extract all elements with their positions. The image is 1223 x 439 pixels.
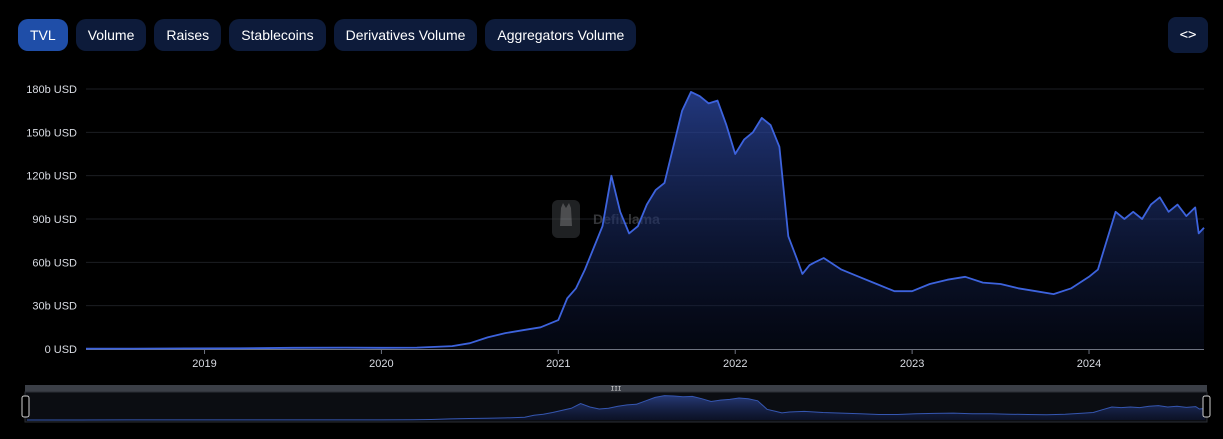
x-tick-label: 2021: [546, 358, 570, 370]
tvl-series-line: [86, 91, 1205, 350]
y-tick-label: 150b USD: [26, 127, 77, 139]
brush-handle-bar[interactable]: [25, 385, 1207, 392]
tab-volume[interactable]: Volume: [75, 19, 147, 51]
chart-tabs: TVL Volume Raises Stablecoins Derivative…: [18, 19, 637, 51]
tab-raises[interactable]: Raises: [154, 19, 222, 51]
y-tick-label: 120b USD: [26, 171, 77, 183]
tab-derivatives-volume[interactable]: Derivatives Volume: [333, 19, 478, 51]
x-tick-label: 2023: [900, 358, 924, 370]
brush-preview-series: [27, 395, 1206, 421]
brush-left-handle[interactable]: [21, 395, 30, 418]
x-tick-label: 2019: [192, 358, 216, 370]
y-tick-label: 90b USD: [32, 214, 77, 226]
tab-stablecoins[interactable]: Stablecoins: [229, 19, 326, 51]
llama-logo-icon: [552, 200, 580, 238]
x-tick-label: 2022: [723, 358, 747, 370]
brush-area-fill: [27, 395, 1205, 420]
x-tick-label: 2020: [369, 358, 393, 370]
x-axis: 2019 2020 2021 2022 2023 2024: [86, 349, 1204, 370]
code-brackets-icon: <>: [1179, 27, 1197, 43]
tab-tvl[interactable]: TVL: [18, 19, 68, 51]
range-brush[interactable]: III: [21, 385, 1211, 423]
x-tick-label: 2024: [1077, 358, 1101, 370]
embed-code-button[interactable]: <>: [1168, 17, 1208, 53]
tvl-area-fill: [86, 91, 1204, 350]
brush-grip-icon: III: [611, 386, 622, 393]
tab-aggregators-volume[interactable]: Aggregators Volume: [485, 19, 637, 51]
y-tick-label: 30b USD: [32, 301, 77, 313]
y-tick-label: 60b USD: [32, 257, 77, 269]
series-layer: [86, 91, 1205, 350]
y-tick-label: 180b USD: [26, 84, 77, 96]
y-axis: 0 USD 30b USD 60b USD 90b USD 120b USD 150b U…: [26, 84, 77, 356]
y-tick-label: 0 USD: [45, 344, 77, 356]
brush-series-line: [27, 395, 1206, 421]
brush-right-handle[interactable]: [1202, 395, 1211, 418]
